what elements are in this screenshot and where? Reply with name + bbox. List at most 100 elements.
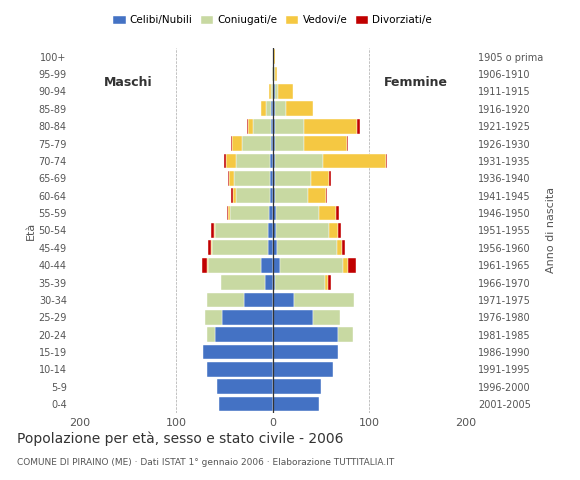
Bar	[261, 101, 266, 116]
Bar	[268, 240, 273, 255]
Bar	[211, 240, 212, 255]
Bar	[313, 310, 340, 324]
Bar	[309, 188, 326, 203]
Bar	[280, 258, 343, 273]
Text: Popolazione per età, sesso e stato civile - 2006: Popolazione per età, sesso e stato civil…	[17, 432, 344, 446]
Bar	[274, 119, 303, 133]
Bar	[273, 397, 319, 411]
Bar	[276, 223, 329, 238]
Bar	[228, 171, 229, 186]
Bar	[338, 327, 353, 342]
Bar	[222, 275, 265, 290]
Bar	[215, 327, 273, 342]
Bar	[234, 171, 270, 186]
Bar	[343, 258, 348, 273]
Bar	[207, 362, 273, 377]
Bar	[228, 205, 230, 220]
Bar	[219, 397, 273, 411]
Bar	[269, 84, 271, 99]
Text: Femmine: Femmine	[384, 76, 448, 89]
Bar	[226, 154, 236, 168]
Bar	[273, 188, 274, 203]
Y-axis label: Anno di nascita: Anno di nascita	[546, 187, 556, 274]
Bar	[323, 154, 386, 168]
Bar	[386, 154, 387, 168]
Bar	[273, 171, 274, 186]
Bar	[224, 154, 226, 168]
Bar	[329, 223, 338, 238]
Bar	[294, 292, 354, 307]
Bar	[273, 119, 274, 133]
Bar	[273, 258, 280, 273]
Bar	[286, 101, 313, 116]
Bar	[273, 292, 294, 307]
Bar	[273, 67, 274, 82]
Bar	[202, 258, 207, 273]
Bar	[213, 223, 215, 238]
Bar	[271, 119, 273, 133]
Bar	[273, 327, 338, 342]
Bar	[230, 205, 269, 220]
Bar	[212, 240, 268, 255]
Bar	[207, 258, 208, 273]
Bar	[278, 84, 293, 99]
Bar	[273, 136, 274, 151]
Bar	[274, 188, 309, 203]
Bar	[273, 310, 313, 324]
Bar	[232, 136, 242, 151]
Bar	[231, 136, 232, 151]
Bar	[303, 119, 357, 133]
Text: COMUNE DI PIRAINO (ME) · Dati ISTAT 1° gennaio 2006 · Elaborazione TUTTITALIA.IT: COMUNE DI PIRAINO (ME) · Dati ISTAT 1° g…	[17, 458, 394, 468]
Bar	[271, 136, 273, 151]
Bar	[261, 258, 273, 273]
Bar	[329, 171, 331, 186]
Bar	[338, 240, 342, 255]
Bar	[211, 223, 213, 238]
Bar	[229, 171, 234, 186]
Bar	[273, 49, 274, 64]
Bar	[303, 136, 347, 151]
Bar	[274, 67, 277, 82]
Bar	[270, 171, 273, 186]
Bar	[338, 223, 341, 238]
Bar	[347, 136, 348, 151]
Bar	[273, 345, 338, 360]
Bar	[311, 171, 329, 186]
Bar	[222, 310, 273, 324]
Bar	[271, 84, 273, 99]
Bar	[233, 188, 236, 203]
Bar	[215, 223, 268, 238]
Bar	[336, 205, 339, 220]
Bar	[273, 84, 274, 99]
Bar	[273, 205, 275, 220]
Bar	[266, 101, 271, 116]
Bar	[231, 188, 233, 203]
Bar	[253, 119, 271, 133]
Bar	[268, 223, 273, 238]
Bar	[274, 154, 323, 168]
Bar	[357, 119, 360, 133]
Bar	[273, 275, 274, 290]
Bar	[277, 240, 338, 255]
Bar	[236, 154, 270, 168]
Bar	[248, 119, 253, 133]
Bar	[276, 205, 319, 220]
Bar	[269, 205, 273, 220]
Legend: Celibi/Nubili, Coniugati/e, Vedovi/e, Divorziati/e: Celibi/Nubili, Coniugati/e, Vedovi/e, Di…	[109, 11, 436, 30]
Bar	[242, 136, 271, 151]
Bar	[274, 101, 286, 116]
Bar	[328, 275, 331, 290]
Bar	[208, 258, 261, 273]
Bar	[326, 188, 327, 203]
Bar	[244, 292, 273, 307]
Bar	[207, 292, 244, 307]
Bar	[274, 84, 278, 99]
Bar	[325, 275, 328, 290]
Bar	[273, 223, 275, 238]
Bar	[342, 240, 345, 255]
Bar	[271, 67, 273, 82]
Bar	[273, 101, 274, 116]
Bar	[205, 310, 222, 324]
Bar	[270, 188, 273, 203]
Bar	[348, 258, 356, 273]
